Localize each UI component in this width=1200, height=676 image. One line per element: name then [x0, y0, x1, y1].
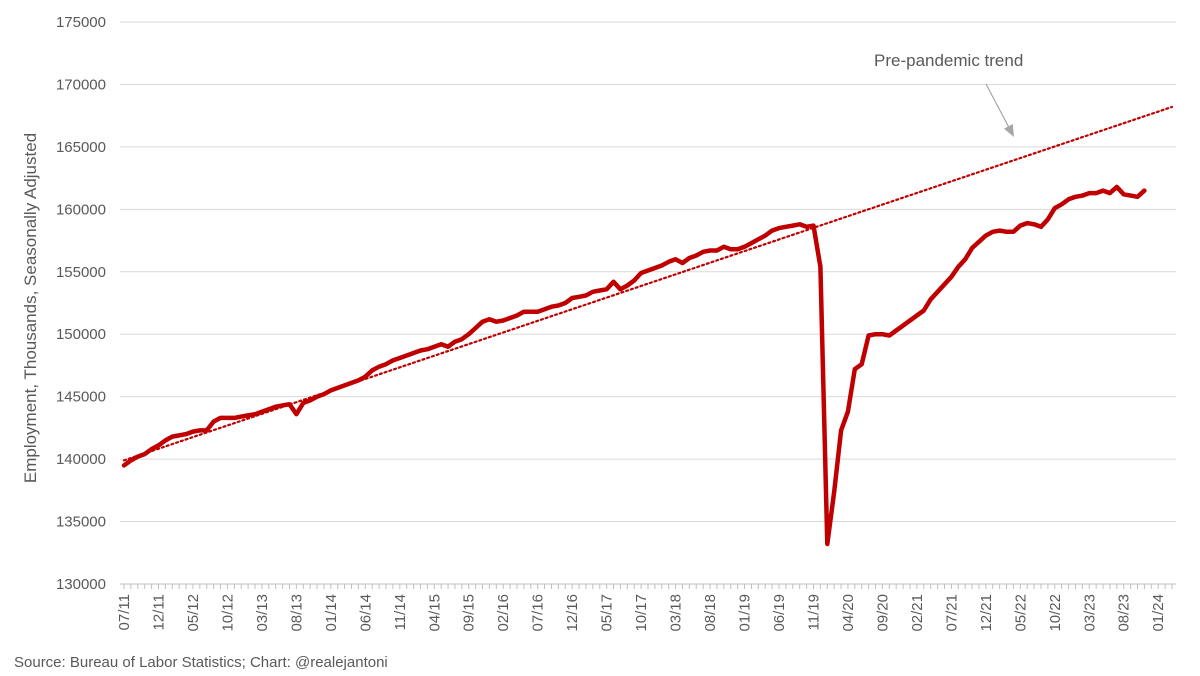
x-tick-label: 05/17 [599, 594, 616, 632]
x-tick-label: 04/20 [840, 594, 857, 632]
y-tick-label: 165000 [56, 139, 106, 156]
series-lines [121, 105, 1174, 547]
x-tick-label: 07/16 [530, 594, 547, 632]
x-tick-label: 02/21 [909, 594, 926, 632]
y-axis-label: Employment, Thousands, Seasonally Adjust… [21, 133, 40, 483]
y-tick-label: 135000 [56, 514, 106, 531]
y-tick-label: 170000 [56, 76, 106, 93]
x-tick-label: 10/17 [633, 594, 650, 632]
x-tick-label: 08/23 [1116, 594, 1133, 632]
employment-line [121, 184, 1147, 547]
x-tick-label: 07/11 [116, 594, 133, 630]
annotation-label: Pre-pandemic trend [874, 51, 1023, 70]
annotation-arrow [985, 83, 1009, 127]
x-tick-label: 03/23 [1081, 594, 1098, 632]
trend-annotation: Pre-pandemic trend [874, 51, 1023, 137]
x-tick-label: 05/22 [1012, 594, 1029, 632]
source-note: Source: Bureau of Labor Statistics; Char… [14, 654, 388, 671]
x-tick-label: 10/12 [219, 594, 236, 632]
x-tick-label: 12/16 [564, 594, 581, 632]
x-tick-label: 03/13 [254, 594, 271, 632]
y-tick-label: 140000 [56, 451, 106, 468]
x-tick-label: 01/14 [323, 594, 340, 632]
x-tick-label: 12/11 [150, 594, 167, 630]
x-tick-label: 05/12 [185, 594, 202, 632]
x-tick-label: 01/24 [1150, 594, 1167, 632]
y-tick-label: 145000 [56, 389, 106, 406]
y-tick-label: 155000 [56, 264, 106, 281]
y-tick-label: 130000 [56, 576, 106, 593]
x-tick-label: 09/20 [874, 594, 891, 632]
x-tick-label: 11/14 [392, 594, 409, 630]
x-tick-label: 04/15 [426, 594, 443, 632]
x-tick-label: 02/16 [495, 594, 512, 632]
x-axis [120, 583, 1176, 589]
x-tick-label: 09/15 [461, 594, 478, 632]
annotation-arrowhead [1003, 124, 1014, 137]
x-tick-label: 11/19 [805, 594, 822, 630]
x-tick-label: 01/19 [737, 594, 754, 632]
x-tick-label: 08/13 [288, 594, 305, 632]
x-axis-ticks: 07/11 12/11 05/12 10/12 03/13 08/13 01/14 06/14… [116, 594, 1167, 632]
x-tick-label: 06/14 [357, 594, 374, 632]
x-tick-label: 08/18 [702, 594, 719, 632]
trend-line [122, 105, 1174, 462]
y-tick-label: 175000 [56, 14, 106, 31]
x-tick-label: 03/18 [668, 594, 685, 632]
x-tick-label: 07/21 [943, 594, 960, 632]
x-tick-label: 12/21 [978, 594, 995, 632]
y-tick-label: 160000 [56, 201, 106, 218]
x-tick-label: 10/22 [1047, 594, 1064, 632]
x-tick-label: 06/19 [771, 594, 788, 632]
y-tick-label: 150000 [56, 326, 106, 343]
y-axis-ticks: 130000 135000 140000 145000 150000 155000 1600… [56, 14, 106, 593]
